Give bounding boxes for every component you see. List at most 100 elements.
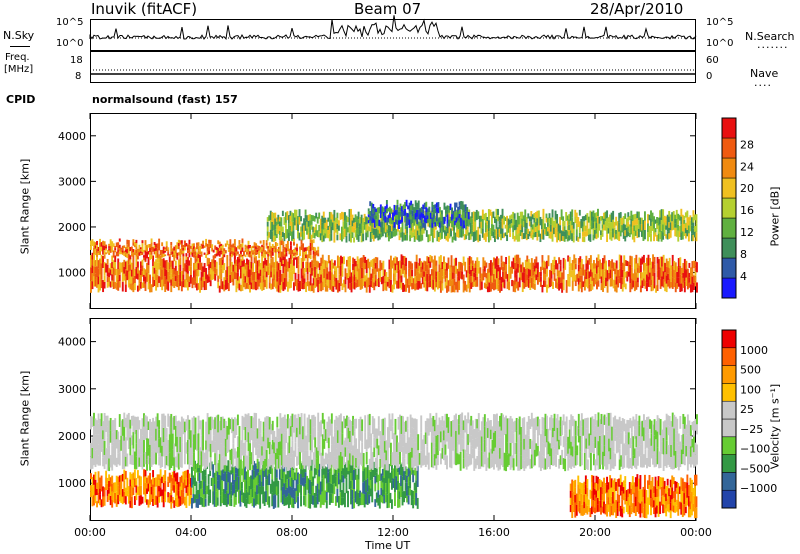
heatmap-cell (368, 485, 371, 495)
heatmap-cell (308, 281, 311, 291)
heatmap-cell (111, 244, 114, 249)
heatmap-cell (111, 432, 114, 446)
heatmap-cell (99, 434, 102, 451)
heatmap-cell (108, 487, 111, 494)
heatmap-cell (550, 270, 553, 279)
heatmap-cell (438, 280, 441, 289)
heatmap-cell (446, 209, 449, 215)
heatmap-cell (333, 483, 336, 495)
heatmap-cell (597, 267, 600, 274)
heatmap-cell (227, 434, 230, 452)
heatmap-cell (473, 429, 476, 440)
heatmap-cell (93, 412, 95, 426)
heatmap-cell (315, 230, 318, 236)
heatmap-cell (425, 230, 428, 237)
heatmap-cell (562, 436, 565, 448)
heatmap-cell (594, 459, 597, 471)
heatmap-cell (471, 420, 474, 430)
cpid-label: CPID (6, 93, 36, 106)
heatmap-cell (648, 214, 651, 221)
heatmap-cell (489, 228, 492, 235)
heatmap-cell (397, 489, 399, 499)
heatmap-cell (129, 455, 132, 465)
heatmap-cell (628, 232, 631, 238)
heatmap-cell (94, 434, 97, 451)
heatmap-cell (376, 207, 379, 213)
heatmap-cell (435, 202, 438, 208)
heatmap-cell (567, 273, 570, 281)
heatmap-cell (253, 242, 256, 246)
heatmap-cell (302, 251, 305, 256)
heatmap-cell (527, 268, 530, 279)
heatmap-cell (309, 434, 312, 451)
heatmap-cell (528, 221, 531, 227)
heatmap-cell (255, 246, 258, 250)
heatmap-cell (111, 445, 114, 458)
y-tick-label: 2000 (58, 221, 86, 234)
heatmap-cell (428, 206, 431, 213)
heatmap-cell (240, 481, 243, 489)
heatmap-cell (244, 249, 247, 253)
heatmap-cell (250, 250, 253, 253)
heatmap-cell (194, 275, 197, 282)
heatmap-cell (108, 252, 111, 255)
heatmap-cell (432, 214, 435, 220)
heatmap-cell (126, 453, 129, 467)
heatmap-cell (621, 443, 624, 457)
heatmap-cell (514, 270, 517, 278)
heatmap-cell (238, 240, 241, 245)
heatmap-cell (277, 263, 280, 271)
heatmap-cell (108, 246, 111, 249)
heatmap-cell (141, 282, 144, 289)
heatmap-cell (326, 432, 329, 443)
heatmap-cell (609, 459, 612, 471)
heatmap-cell (228, 472, 231, 484)
heatmap-cell (158, 262, 161, 270)
heatmap-cell (220, 252, 223, 255)
heatmap-cell (494, 447, 497, 465)
heatmap-cell (384, 212, 387, 217)
heatmap-cell (185, 485, 188, 493)
heatmap-cell (374, 428, 377, 439)
heatmap-cell (177, 267, 180, 275)
heatmap-cell (130, 454, 133, 465)
heatmap-cell (389, 279, 392, 292)
heatmap-cell (133, 242, 136, 245)
heatmap-cell (443, 202, 446, 210)
heatmap-cell (316, 483, 319, 494)
heatmap-cell (155, 250, 158, 255)
heatmap-cell (653, 216, 655, 223)
heatmap-cell (411, 203, 414, 211)
heatmap-cell (653, 234, 655, 242)
heatmap-cell (309, 250, 312, 256)
heatmap-cell (521, 282, 524, 293)
heatmap-cell (238, 457, 241, 469)
heatmap-cell (445, 235, 448, 241)
heatmap-cell (442, 256, 445, 264)
heatmap-cell (534, 231, 537, 237)
heatmap-cell (427, 275, 430, 282)
heatmap-cell (254, 463, 257, 478)
heatmap-cell (150, 494, 153, 502)
heatmap-cell (188, 449, 191, 460)
heatmap-cell (385, 450, 388, 461)
heatmap-cell (249, 277, 251, 285)
heatmap-cell (109, 486, 112, 496)
heatmap-cell (283, 249, 286, 253)
heatmap-cell (265, 277, 268, 284)
heatmap-cell (431, 201, 434, 208)
heatmap-cell (680, 267, 683, 276)
heatmap-cell (415, 480, 418, 493)
heatmap-cell (262, 494, 265, 504)
heatmap-cell (634, 230, 637, 236)
heatmap-cell (676, 266, 679, 272)
heatmap-cell (226, 266, 229, 278)
heatmap-cell (306, 221, 309, 229)
heatmap-cell (573, 455, 576, 468)
heatmap-cell (121, 262, 124, 272)
heatmap-cell (502, 271, 504, 278)
heatmap-cell (500, 221, 502, 228)
heatmap-cell (344, 212, 346, 221)
heatmap-cell (395, 219, 397, 225)
heatmap-cell (330, 444, 333, 455)
